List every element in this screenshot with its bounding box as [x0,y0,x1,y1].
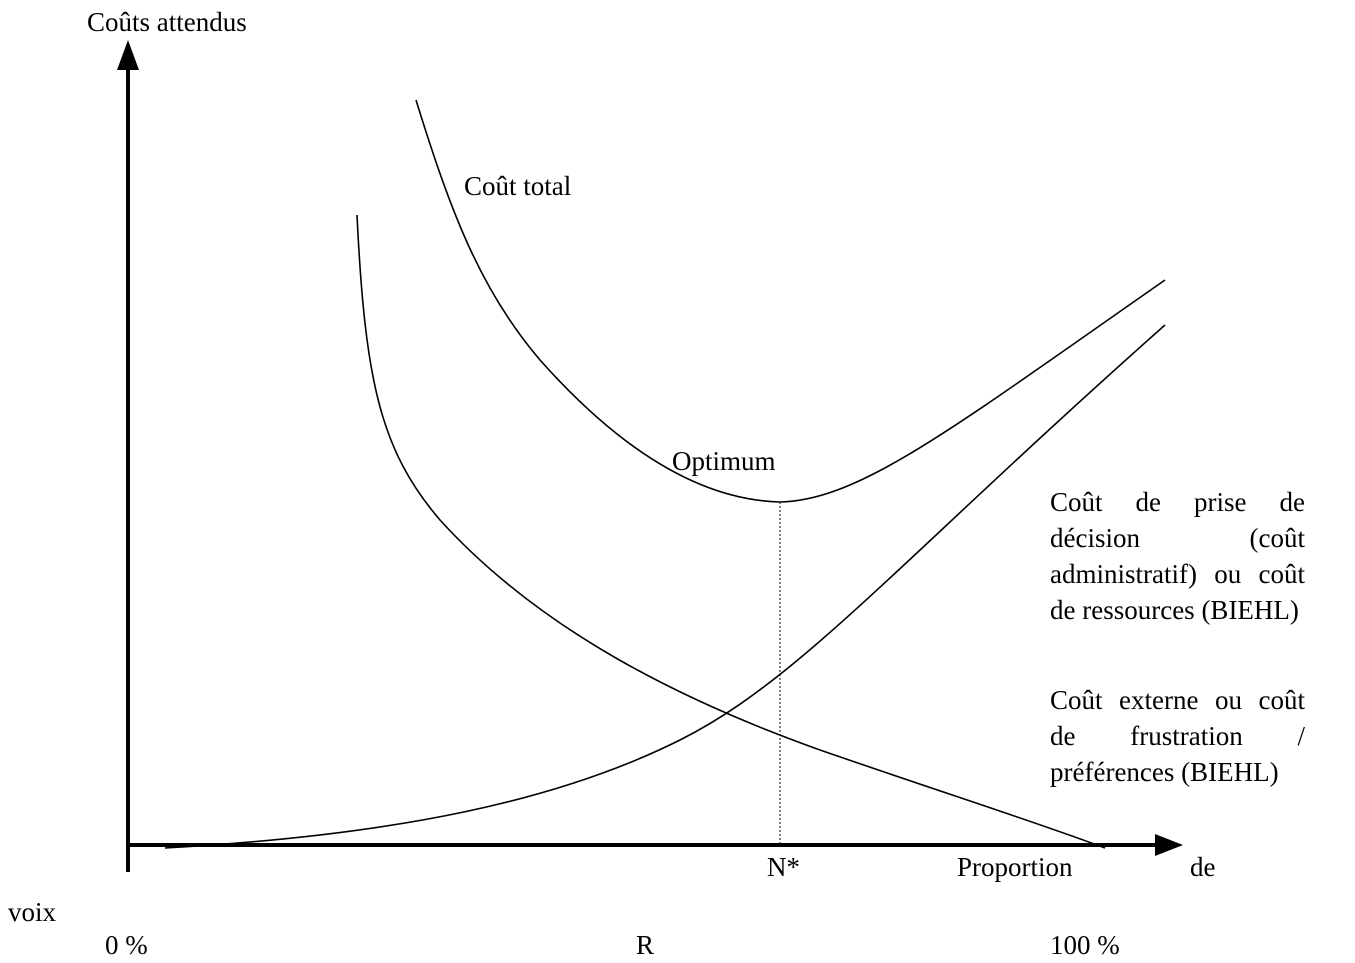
optimum-label: Optimum [672,446,776,476]
external-cost-curve [356,214,1106,849]
decision-cost-label: Coût de prise de décision (coût administ… [1050,484,1305,628]
total-cost-curve [415,99,1166,503]
total-cost-label: Coût total [464,171,572,201]
decision-cost-curve [164,324,1166,849]
x-axis-arrow [1155,834,1183,856]
optimum-point-label: N* [767,852,800,882]
label-line: Coût externe ou coût [1050,685,1305,715]
x-end-label: 100 % [1050,930,1120,960]
external-cost-label: Coût externe ou coût de frustration / pr… [1050,682,1305,790]
x-axis-label: voix [8,897,57,927]
y-axis-label: Coûts attendus [87,7,247,37]
x-start-label: 0 % [105,930,148,960]
label-line: administratif) ou coût [1050,559,1305,589]
label-line: Coût de prise de [1050,487,1305,517]
label-line: de frustration / [1050,721,1305,751]
y-axis-arrow [117,40,139,70]
x-axis-label: de [1190,852,1216,882]
label-line: préférences (BIEHL) [1050,757,1279,787]
label-line: de ressources (BIEHL) [1050,595,1299,625]
label-line: décision (coût [1050,523,1305,553]
x-middle-label: R [636,930,655,960]
x-axis-label: Proportion [957,852,1073,882]
